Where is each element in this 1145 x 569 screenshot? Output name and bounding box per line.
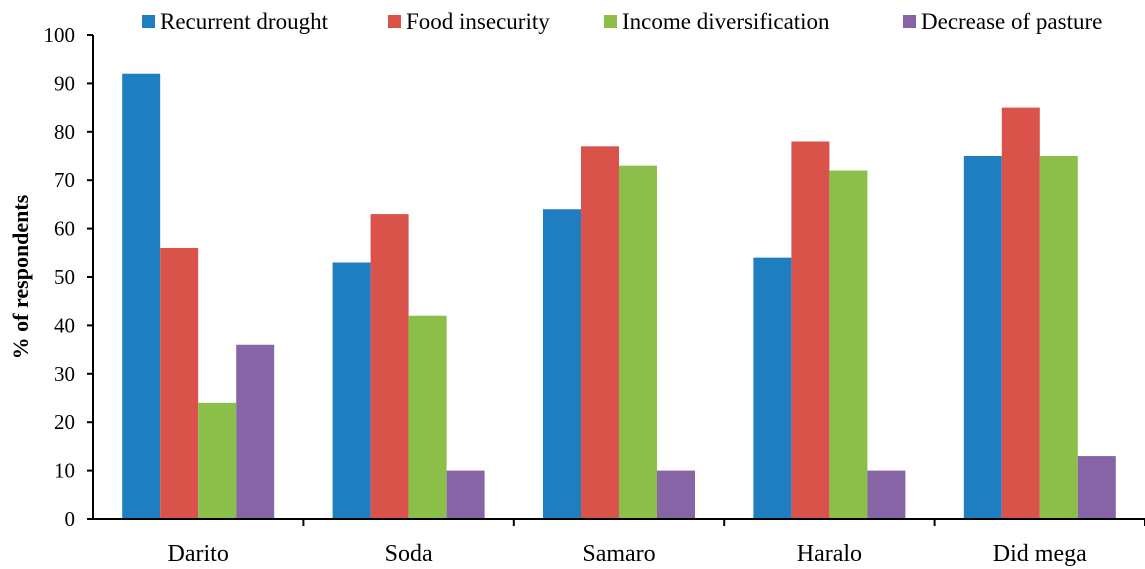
x-axis-tick-labels: Darito Soda Samaro Haralo Did mega	[168, 541, 1088, 567]
legend-swatch	[142, 15, 155, 28]
y-tick-label: 80	[54, 120, 75, 144]
y-tick-label: 10	[54, 459, 75, 483]
x-tick-label: Darito	[168, 541, 229, 567]
y-tick-label: 60	[54, 217, 75, 241]
y-axis-label: % of respondents	[8, 194, 33, 359]
bar-decrease-of-pasture-darito	[236, 344, 275, 519]
bar-income-diversification-haralo	[829, 170, 868, 519]
legend-label: Decrease of pasture	[921, 9, 1102, 34]
bar-recurrent-drought-haralo	[753, 257, 792, 519]
axes	[92, 35, 1145, 526]
y-tick-label: 70	[54, 168, 75, 192]
bar-recurrent-drought-did-mega	[963, 156, 1002, 519]
bar-food-insecurity-did-mega	[1001, 107, 1040, 519]
legend-label: Income diversification	[622, 9, 830, 34]
bars	[122, 73, 1116, 520]
x-tick-label: Did mega	[993, 541, 1087, 567]
y-tick-label: 20	[54, 410, 75, 434]
y-tick-label: 50	[54, 265, 75, 289]
y-tick-label: 40	[54, 313, 75, 337]
y-tick-label: 90	[54, 71, 75, 95]
bar-decrease-of-pasture-did-mega	[1077, 456, 1116, 519]
y-axis-ticks: 0 10 20 30 40 50 60 70 80 90 100	[44, 23, 93, 531]
y-tick-label: 100	[44, 23, 76, 47]
bar-food-insecurity-soda	[370, 214, 409, 519]
bar-income-diversification-did-mega	[1039, 156, 1078, 519]
bar-income-diversification-soda	[408, 315, 447, 519]
bar-recurrent-drought-soda	[332, 262, 371, 519]
legend-swatch	[604, 15, 617, 28]
bar-decrease-of-pasture-haralo	[867, 470, 906, 519]
legend-swatch	[903, 15, 916, 28]
x-tick-label: Soda	[385, 541, 433, 567]
x-tick-label: Samaro	[582, 541, 655, 567]
legend: Recurrent drought Food insecurity Income d…	[142, 9, 1102, 34]
bar-food-insecurity-darito	[160, 247, 199, 519]
legend-swatch	[388, 15, 401, 28]
bar-decrease-of-pasture-soda	[446, 470, 485, 519]
bar-income-diversification-samaro	[619, 165, 657, 519]
bar-food-insecurity-haralo	[791, 141, 830, 520]
legend-label: Food insecurity	[406, 9, 550, 34]
y-tick-label: 30	[54, 362, 75, 386]
bar-recurrent-drought-darito	[122, 73, 161, 519]
bar-recurrent-drought-samaro	[543, 209, 581, 520]
x-tick-label: Haralo	[797, 541, 862, 567]
bar-income-diversification-darito	[198, 402, 237, 519]
bar-decrease-of-pasture-samaro	[657, 470, 695, 519]
legend-label: Recurrent drought	[160, 9, 329, 34]
bar-food-insecurity-samaro	[581, 146, 619, 519]
y-tick-label: 0	[65, 507, 76, 531]
